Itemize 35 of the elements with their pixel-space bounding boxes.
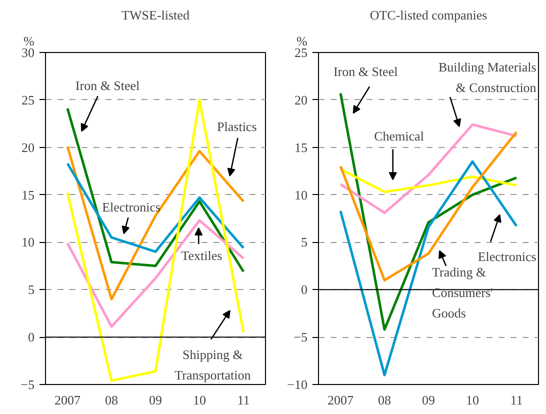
y-tick-label: 10: [22, 234, 34, 250]
x-tick-label: 11: [510, 392, 523, 408]
series-label: Electronics: [102, 200, 161, 215]
y-tick-label: 15: [22, 187, 34, 202]
text: Building Materials & Construction: [438, 59, 537, 95]
x-tick-label: 09: [422, 392, 435, 408]
text: Chemical: [374, 128, 424, 144]
y-tick-label: 10: [294, 187, 308, 202]
x-tick-label: 2007: [328, 392, 354, 408]
y-tick-label: 0: [28, 330, 34, 345]
y-tick-label: 20: [22, 140, 34, 155]
x-tick-label: 09: [149, 392, 162, 408]
y-tick-label: 15: [294, 140, 308, 155]
y-tick-label: −10: [287, 377, 308, 392]
x-tick-label: 10: [466, 392, 479, 408]
series-label: Textiles: [181, 248, 222, 263]
series-label: Iron & Steel: [75, 78, 140, 94]
x-tick-label: 11: [237, 392, 250, 408]
y-tick-label: 5: [301, 234, 308, 250]
x-tick-label: 08: [378, 392, 391, 408]
y-tick-label: 20: [294, 92, 308, 108]
y-tick-label: 0: [301, 282, 308, 298]
x-tick-label: 10: [193, 392, 206, 408]
y-tick-label: 25: [22, 92, 34, 108]
y-tick-label: 5: [28, 282, 34, 298]
x-tick-label: 2007: [54, 392, 81, 408]
series-label: Plastics: [217, 118, 257, 134]
series-label: Shipping & Transportation: [174, 346, 252, 382]
chart-title: OTC-listed companies: [370, 8, 488, 22]
y-tick-label: −5: [294, 330, 308, 345]
chart-title: TWSE-listed: [122, 8, 190, 22]
series-label: Iron & Steel: [333, 64, 398, 79]
y-tick-label: −5: [20, 377, 35, 392]
x-tick-label: 08: [105, 392, 118, 408]
text: Electronics: [478, 248, 536, 264]
